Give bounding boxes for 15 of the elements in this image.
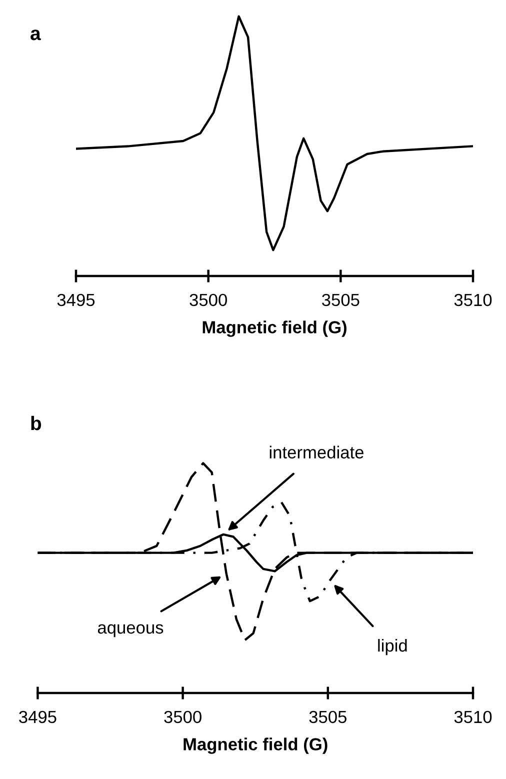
x-tick-label: 3500 [190, 294, 227, 306]
x-tick-label: 3505 [309, 710, 346, 724]
x-tick-label: 3495 [19, 710, 56, 724]
annotation: aqueous [98, 624, 164, 638]
x-tick-label: 3495 [57, 294, 95, 306]
annotation: intermediate [270, 446, 364, 459]
annotation: lipid [378, 638, 407, 656]
chart-title: b [31, 416, 42, 430]
x-tick-label: 3500 [164, 710, 202, 724]
x-tick-label: 3505 [322, 294, 360, 306]
x-axis-title: Magnetic field (G) [184, 738, 328, 754]
chart-title: a [30, 30, 41, 40]
x-tick-label: 3510 [454, 294, 492, 306]
x-axis-title: Magnetic field (G) [202, 320, 346, 337]
x-tick-label: 3510 [454, 710, 492, 724]
